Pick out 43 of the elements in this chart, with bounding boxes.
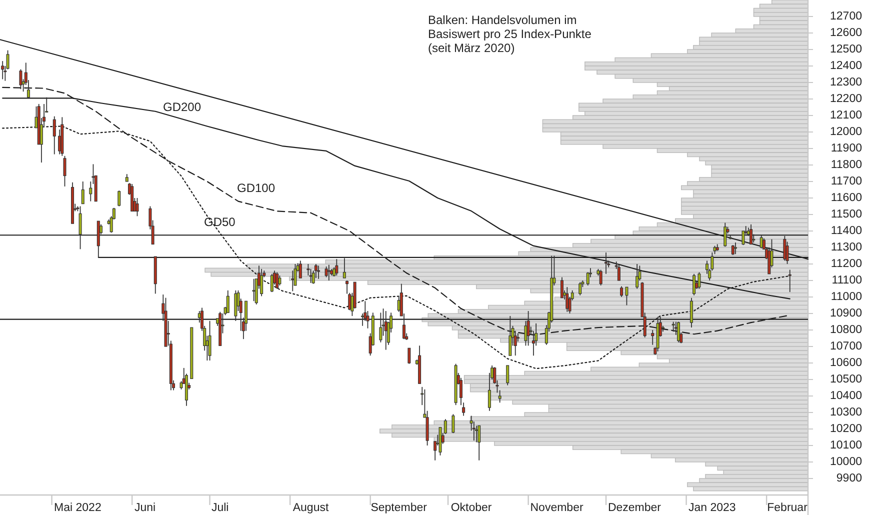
annotation: Balken: Handelsvolumen im Basiswert pro 25 Index-Punkte (seit März 2020) bbox=[428, 13, 592, 55]
y-tick-label: 11700 bbox=[830, 176, 862, 188]
y-tick-label: 11100 bbox=[832, 274, 862, 287]
y-tick-label: 11200 bbox=[830, 258, 862, 270]
y-tick-label: 11600 bbox=[830, 192, 862, 204]
series-label: GD200 bbox=[163, 100, 202, 114]
y-tick-label: 12400 bbox=[830, 60, 862, 72]
y-tick-label: 11400 bbox=[830, 225, 862, 238]
y-tick-label: 12600 bbox=[830, 27, 862, 40]
x-tick-label: Juli bbox=[211, 502, 229, 514]
y-tick-label: 10500 bbox=[830, 374, 862, 386]
x-tick-label: Jan 2023 bbox=[688, 502, 736, 514]
x-tick-label: November bbox=[530, 502, 584, 514]
y-tick-label: 12000 bbox=[830, 126, 862, 138]
y-tick-label: 11300 bbox=[830, 242, 862, 254]
y-tick-label: 10000 bbox=[830, 456, 862, 468]
y-tick-label: 12200 bbox=[830, 93, 862, 106]
y-tick-label: 10200 bbox=[830, 423, 862, 436]
y-tick-label: 11900 bbox=[830, 142, 862, 155]
y-tick-label: 11500 bbox=[830, 208, 862, 221]
y-tick-label: 12100 bbox=[830, 110, 862, 122]
series-label: GD100 bbox=[237, 181, 276, 196]
y-tick-label: 10600 bbox=[830, 357, 862, 370]
x-tick-label: Dezember bbox=[608, 502, 662, 514]
y-tick-label: 10900 bbox=[830, 308, 862, 320]
y-tick-label: 11800 bbox=[830, 159, 862, 172]
x-tick-label: Februar bbox=[767, 502, 808, 514]
x-tick-label: Oktober bbox=[450, 502, 492, 514]
y-tick-label: 11000 bbox=[830, 291, 862, 304]
y-tick-label: 12500 bbox=[830, 44, 862, 56]
y-tick-label: 12300 bbox=[830, 76, 862, 89]
x-tick-label: August bbox=[292, 502, 330, 514]
y-tick-label: 10700 bbox=[830, 340, 862, 353]
y-tick-label: 12700 bbox=[830, 10, 862, 23]
series-label: GD50 bbox=[204, 215, 236, 230]
y-tick-label: 10100 bbox=[830, 440, 862, 452]
x-tick-label: Juni bbox=[134, 502, 156, 514]
y-tick-label: 10300 bbox=[830, 406, 862, 419]
x-tick-label: Mai 2022 bbox=[54, 502, 102, 514]
y-tick-label: 10400 bbox=[830, 390, 862, 402]
x-tick-label: September bbox=[370, 502, 428, 514]
y-tick-label: 9900 bbox=[836, 472, 862, 485]
y-tick-label: 10800 bbox=[830, 324, 862, 336]
